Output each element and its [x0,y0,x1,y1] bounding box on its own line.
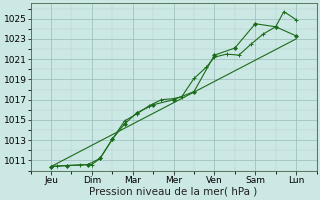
X-axis label: Pression niveau de la mer( hPa ): Pression niveau de la mer( hPa ) [90,187,258,197]
